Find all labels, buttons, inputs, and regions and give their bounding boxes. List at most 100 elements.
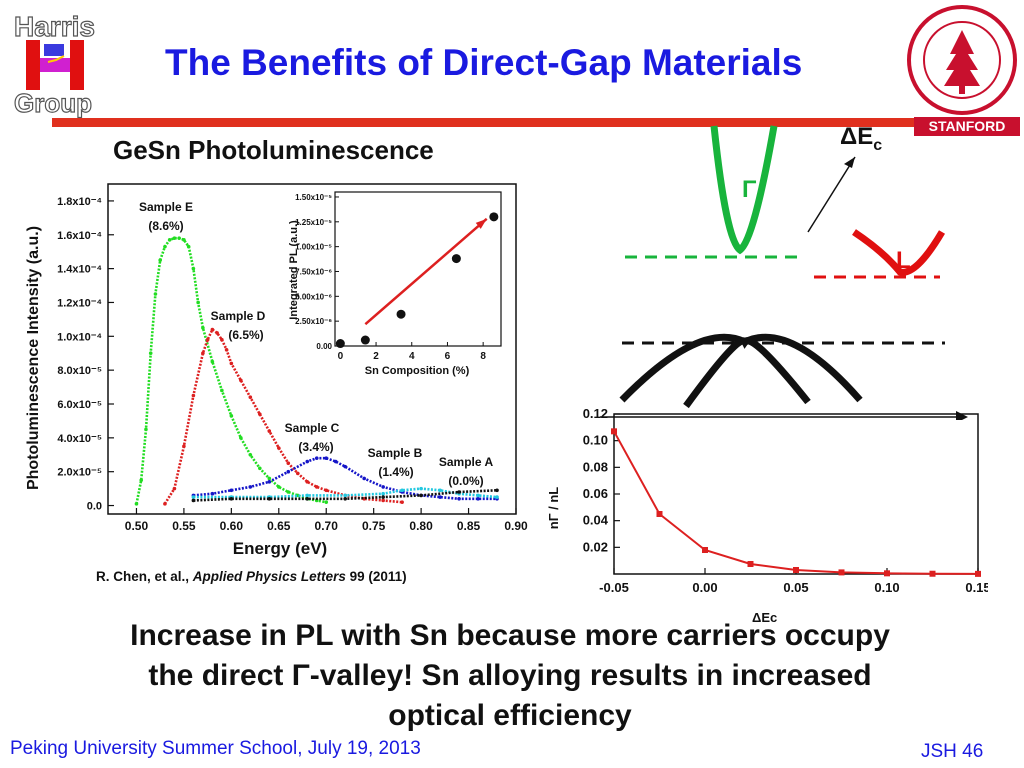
inset-y-tick-label: 1.25x10⁻⁵ (295, 218, 332, 227)
pl-x-tick-label: 0.75 (362, 519, 386, 533)
inset-y-tick-label: 0.00 (316, 342, 332, 351)
inset-data-point (451, 254, 461, 264)
inset-x-tick-label: 2 (373, 351, 379, 362)
data-point-sample-e (286, 490, 291, 494)
ratio-data-point (975, 570, 981, 577)
section-subtitle: GeSn Photoluminescence (113, 135, 434, 165)
data-point-sample-a (305, 496, 310, 501)
ratio-x-tick-label: 0.05 (783, 580, 808, 595)
data-point-sample-b (495, 495, 499, 499)
pl-y-tick-label: 1.4x10⁻⁴ (57, 264, 102, 276)
inset-x-tick-label: 4 (409, 351, 415, 362)
data-point-sample-d (286, 461, 291, 466)
data-point-sample-a (457, 490, 461, 494)
l-label: L (896, 247, 911, 274)
pl-y-tick-label: 8.0x10⁻⁵ (57, 365, 102, 377)
ratio-data-point (793, 567, 799, 573)
data-point-sample-d (248, 395, 253, 400)
data-point-sample-c (324, 456, 329, 460)
data-point-sample-c (229, 488, 234, 493)
data-point-sample-a (191, 498, 196, 503)
data-point-sample-c (286, 469, 291, 474)
data-point-sample-d (163, 502, 167, 506)
inset-y-tick-label: 2.50x10⁻⁶ (295, 317, 332, 326)
band-structure-diagram: Γ L ΔEc (600, 123, 968, 420)
stanford-seal-logo (907, 5, 1017, 115)
data-point-sample-c (343, 464, 348, 469)
inset-y-tick-label: 1.00x10⁻⁵ (295, 243, 332, 252)
data-point-sample-c (248, 485, 253, 489)
pl-x-tick-label: 0.50 (125, 519, 149, 533)
label-sample-b-pct: (1.4%) (378, 465, 413, 479)
data-point-sample-d (182, 444, 186, 449)
data-point-sample-e (191, 266, 196, 271)
data-point-sample-a (343, 496, 348, 501)
data-point-sample-a (267, 496, 272, 501)
data-point-sample-d (267, 429, 272, 433)
label-sample-a-pct: (0.0%) (448, 474, 483, 488)
data-point-sample-b (305, 493, 310, 498)
carrier-ratio-chart: -0.05 0.00 0.05 0.10 0.15 0.02 0.04 0.06 0.08 0.1… (546, 408, 988, 595)
inset-data-point (360, 335, 370, 345)
data-point-sample-d (276, 446, 281, 450)
data-point-sample-e (239, 436, 243, 440)
data-point-sample-b (400, 488, 404, 493)
data-point-sample-c (314, 456, 319, 460)
data-point-sample-a (229, 496, 234, 501)
ratio-data-point (929, 570, 936, 577)
pl-x-tick-label: 0.85 (457, 519, 481, 533)
data-point-sample-a (419, 493, 423, 498)
inset-plot-frame (334, 191, 502, 347)
data-point-sample-d (210, 327, 215, 332)
conclusion-line-2: the direct Γ-valley! Sn alloying results… (148, 659, 872, 692)
data-point-sample-e (201, 326, 205, 330)
data-point-sample-e (134, 502, 139, 506)
ratio-x-tick-label: 0.10 (874, 580, 899, 595)
data-point-sample-e (153, 292, 158, 296)
data-point-sample-e (276, 485, 281, 489)
inset-x-tick-label: 6 (445, 351, 451, 362)
inset-x-axis-label: Sn Composition (%) (365, 365, 470, 377)
data-point-sample-e (324, 500, 329, 504)
photoluminescence-chart: 0.50 0.55 0.60 0.65 0.70 0.75 0.80 0.85 0.90 0.0 2… (25, 183, 528, 558)
data-point-sample-e (158, 258, 162, 262)
data-point-sample-e (186, 244, 191, 249)
inset-y-tick-label: 7.50x10⁻⁶ (295, 267, 332, 276)
ratio-data-point (656, 511, 663, 517)
data-point-sample-e (210, 359, 215, 364)
data-point-sample-d (201, 351, 205, 356)
data-point-sample-e (139, 478, 144, 482)
pl-y-tick-label: 1.2x10⁻⁴ (57, 297, 102, 309)
conclusion-text: Increase in PL with Sn because more carr… (30, 616, 990, 736)
ratio-y-tick-label: 0.04 (583, 513, 609, 528)
label-sample-e-pct: (8.6%) (148, 219, 183, 233)
data-point-sample-b (343, 493, 348, 498)
series-line-sample-e (135, 236, 327, 505)
data-point-sample-b (438, 488, 442, 493)
data-point-sample-d (258, 412, 262, 416)
ratio-x-axis-label: ΔEc (752, 610, 778, 625)
integrated-pl-inset-chart: 0 2 4 6 8 0.00 2.50x10⁻⁶ 5.00x10⁻⁶ 7.50x10⁻⁶ 1.00… (288, 191, 502, 377)
data-point-sample-c (267, 480, 272, 484)
data-point-sample-e (267, 476, 272, 481)
ratio-x-tick-label: 0.15 (965, 580, 988, 595)
data-point-sample-e (163, 244, 167, 249)
slide-title: The Benefits of Direct-Gap Materials (165, 42, 803, 83)
trend-arrow-head (475, 218, 487, 229)
l-valley-curve (852, 229, 946, 276)
ratio-data-point (747, 561, 754, 567)
ratio-data-point (702, 547, 708, 553)
pl-y-tick-label: 2.0x10⁻⁵ (57, 467, 102, 479)
light-hole-band (683, 337, 811, 409)
trend-arrow (364, 217, 488, 326)
pl-x-tick-label: 0.60 (220, 519, 244, 533)
footer-slide-number: JSH 46 (921, 741, 984, 762)
ratio-x-tick-label: 0.00 (692, 580, 717, 595)
data-point-sample-e (248, 452, 253, 457)
pl-x-tick-label: 0.70 (315, 519, 339, 533)
data-point-sample-e (182, 238, 186, 242)
footer-event: Peking University Summer School, July 19… (10, 738, 421, 759)
citation: R. Chen, et al., Applied Physics Letters… (96, 569, 407, 584)
data-point-sample-d (381, 498, 385, 503)
data-point-sample-b (381, 491, 385, 496)
